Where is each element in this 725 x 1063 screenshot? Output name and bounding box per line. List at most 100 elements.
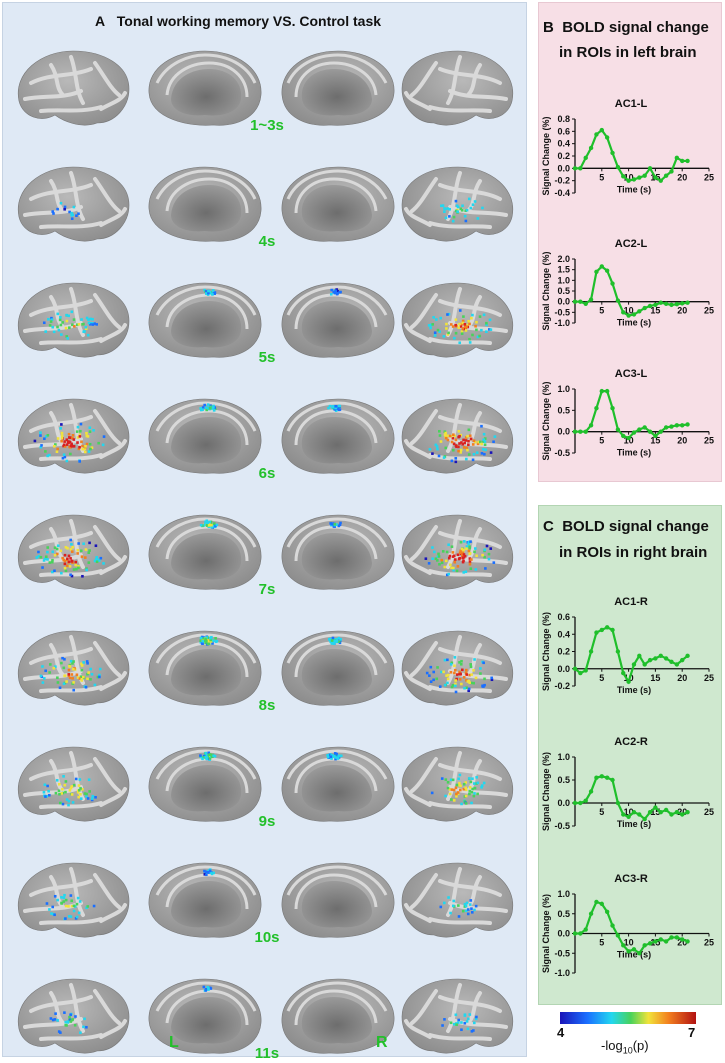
x-tick-label: 20 [677,172,687,182]
y-tick-label: 1.0 [557,752,570,762]
data-point [642,305,647,311]
colorbar-max-label: 7 [688,1025,696,1040]
data-point [653,433,658,439]
data-point [669,812,674,817]
data-point [621,812,626,817]
x-tick-label: 20 [677,306,687,316]
panel-c-title-line1: BOLD signal change [562,518,709,535]
data-point [583,798,588,803]
y-tick-label: -0.2 [554,176,570,186]
data-point [631,177,637,182]
data-point [588,789,594,794]
data-point [594,406,599,411]
y-axis-label: Signal Change (%) [541,894,551,973]
panel-a-title: A Tonal working memory VS. Control task [95,13,381,29]
colorbar-min-label: 4 [557,1025,565,1040]
data-point [610,281,615,286]
data-point [653,175,658,180]
data-point [680,423,685,428]
panel-a: A Tonal working memory VS. Control task … [2,2,527,1062]
y-tick-label: 0.5 [557,405,570,415]
data-point [647,166,653,171]
x-tick-label: 10 [624,436,634,446]
data-point [626,949,631,954]
series-line [575,900,688,955]
data-point [578,670,583,676]
timepoint-label: 6s [258,465,276,482]
data-point [572,666,578,671]
data-point [642,943,647,948]
x-axis-label: Time (s) [617,318,651,328]
data-point [637,951,642,956]
x-axis-label: Time (s) [617,685,651,695]
brain-surface-7-2 [148,746,262,822]
data-point [637,653,642,659]
timepoint-label: 8s [258,697,276,714]
data-point [669,935,674,940]
brain-surface-2-4 [401,166,514,242]
brain-surface-3-3 [281,282,395,358]
data-point [663,807,669,813]
data-point [594,630,599,635]
brain-surface-3-2 [148,282,262,358]
y-tick-label: 1.0 [557,384,570,394]
data-point [626,679,631,684]
y-tick-label: 0.4 [557,629,570,639]
y-tick-label: -1.0 [554,318,570,328]
data-point [621,670,626,676]
data-point [685,300,690,305]
y-tick-label: 0.0 [557,929,570,939]
x-tick-label: 20 [677,436,687,446]
data-point [615,649,621,654]
y-tick-label: -0.5 [554,307,570,317]
chart-title: AC3-L [615,368,648,380]
data-point [599,264,604,269]
data-point [621,433,626,439]
data-point [663,301,669,306]
chart-ac1-l: AC1-L-0.4-0.20.00.20.40.60.8510152025Tim… [541,98,714,198]
y-tick-label: -0.5 [554,448,570,458]
brain-surface-2-2 [148,166,262,242]
data-point [588,297,594,302]
data-point [637,812,642,817]
data-point [680,812,685,817]
x-axis-label: Time (s) [617,819,651,829]
data-point [642,816,647,822]
x-tick-label: 5 [599,807,604,817]
data-point [685,158,690,164]
data-point [572,931,578,936]
x-tick-label: 5 [599,172,604,182]
data-point [647,810,653,815]
y-tick-label: -1.0 [554,968,570,978]
x-axis-label: Time (s) [617,448,651,458]
panel-b-letter: B [543,19,554,36]
data-point [588,911,594,916]
data-point [669,302,674,308]
data-point [674,155,680,161]
data-point [594,899,599,905]
data-point [669,659,674,665]
data-point [615,427,621,432]
y-tick-label: 0.0 [557,163,570,173]
data-point [610,627,615,633]
data-point [653,939,658,944]
data-point [637,427,642,432]
data-point [604,268,610,273]
timepoint-label: 4s [258,233,276,250]
brain-surface-5-1 [17,514,130,590]
chart-title: AC3-R [614,873,648,885]
brain-surface-6-2 [148,630,262,706]
x-tick-label: 25 [704,436,714,446]
chart-ac2-r: AC2-R -0.5 0.0 0.5 1.0 5 10 15 20 25 Time (s) Signa… [541,736,714,831]
data-point [637,175,642,180]
timepoint-label: 1~3s [250,117,284,134]
brain-surface-4-2 [148,398,262,474]
data-point [669,424,674,429]
brain-surface-2-1 [17,166,130,242]
data-point [631,810,637,815]
data-point [572,800,578,806]
chart-ac2-l: AC2-L -1.0-0.50.00.51.01.52.0 5 10 15 20 25 Tim… [541,238,714,331]
y-tick-label: 0.2 [557,151,570,161]
y-tick-label: 0.6 [557,612,570,622]
y-axis-label: Signal Change (%) [541,612,551,691]
